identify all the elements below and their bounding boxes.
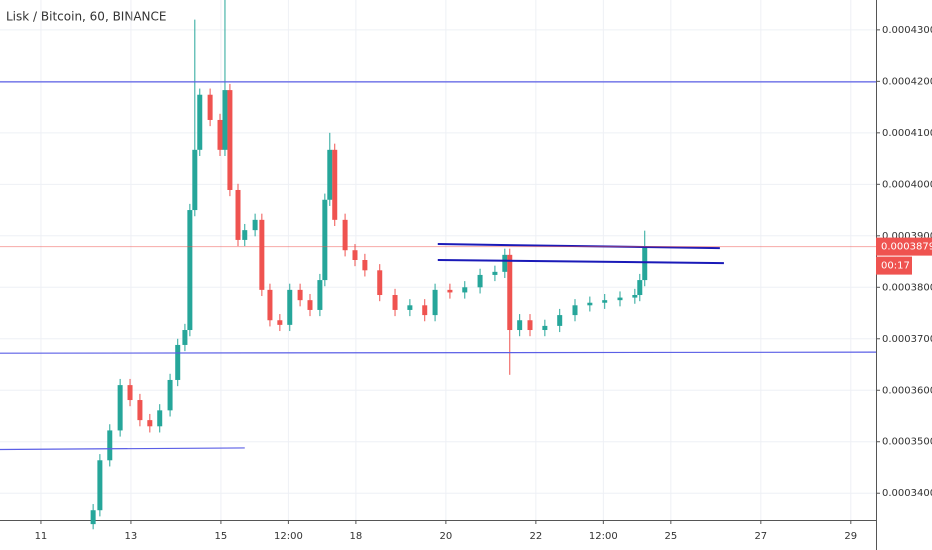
candle-body xyxy=(175,344,181,380)
candle-body xyxy=(317,280,323,310)
y-tick-label: 0.0003500 xyxy=(882,437,932,448)
candle-body xyxy=(632,295,638,298)
candle-body xyxy=(107,430,113,461)
candle-body xyxy=(187,210,193,331)
candle-body xyxy=(267,289,273,321)
x-tick-label: 12:00 xyxy=(274,531,303,542)
candle-body xyxy=(322,199,328,281)
candle-body xyxy=(492,271,498,275)
y-tick-label: 0.0003800 xyxy=(882,282,932,293)
x-tick-label: 27 xyxy=(754,531,767,542)
last-price-label: 0.0003879 xyxy=(881,242,932,253)
candle-body xyxy=(90,510,96,525)
candle-body xyxy=(462,287,468,293)
candle-body xyxy=(157,410,163,427)
candle-body xyxy=(557,315,563,326)
candle-body xyxy=(422,305,428,316)
x-tick-label: 15 xyxy=(215,531,228,542)
candle-body xyxy=(527,320,533,331)
candle-body xyxy=(637,280,643,296)
candle-body xyxy=(287,289,293,325)
candle-body xyxy=(377,270,383,296)
candle-body xyxy=(227,90,233,190)
y-tick-label: 0.0003600 xyxy=(882,385,932,396)
x-tick-label: 13 xyxy=(125,531,138,542)
candle-body xyxy=(137,400,143,421)
candle-body xyxy=(502,254,508,272)
candle-body xyxy=(407,305,413,310)
trend-line xyxy=(0,447,245,451)
y-tick-label: 0.0003900 xyxy=(882,231,932,242)
y-tick-label: 0.0003400 xyxy=(882,488,932,499)
x-tick-label: 22 xyxy=(529,531,542,542)
chart-title: Lisk / Bitcoin, 60, BINANCE xyxy=(6,10,166,24)
candle-body xyxy=(392,295,398,310)
x-tick-label: 25 xyxy=(664,531,677,542)
countdown-box xyxy=(876,256,912,275)
y-tick-label: 0.0004300 xyxy=(882,25,932,36)
y-tick-label: 0.0004200 xyxy=(882,76,932,87)
candle-body xyxy=(572,305,578,316)
candle-body xyxy=(642,246,648,281)
candle-body xyxy=(507,254,513,331)
candle-body xyxy=(217,119,223,150)
candle-body xyxy=(259,219,265,290)
trend-line xyxy=(437,259,724,265)
candle-body xyxy=(327,149,333,200)
candle-body xyxy=(252,219,258,231)
candle-body xyxy=(332,149,338,220)
candle-body xyxy=(127,385,133,401)
candle-body xyxy=(602,300,608,303)
candle-body xyxy=(617,297,623,301)
candle-body xyxy=(277,320,283,325)
candle-body xyxy=(197,94,203,150)
x-tick-label: 11 xyxy=(35,531,48,542)
candle-body xyxy=(297,289,303,301)
candle-body xyxy=(517,320,523,331)
candle-body xyxy=(587,302,593,306)
trend-line xyxy=(437,243,720,250)
candle-body xyxy=(235,189,241,240)
candle-body xyxy=(182,330,188,345)
candle-body xyxy=(207,94,213,120)
candle-body xyxy=(352,250,358,260)
candle-body xyxy=(477,274,483,288)
x-tick-label: 20 xyxy=(440,531,453,542)
y-tick-label: 0.0004100 xyxy=(882,128,932,139)
countdown-label: 00:17 xyxy=(881,261,910,272)
candle-body xyxy=(362,260,368,271)
y-tick-label: 0.0004000 xyxy=(882,179,932,190)
candle-body xyxy=(147,420,153,427)
candle-body xyxy=(447,289,453,293)
candle-body xyxy=(97,460,103,511)
candle-body xyxy=(222,90,228,150)
candle-body xyxy=(167,379,173,411)
x-tick-label: 12:00 xyxy=(589,531,618,542)
y-tick-label: 0.0003700 xyxy=(882,334,932,345)
candle-body xyxy=(307,300,313,310)
trend-line xyxy=(0,351,877,354)
x-tick-label: 18 xyxy=(350,531,363,542)
candle-body xyxy=(117,385,123,431)
candle-body xyxy=(242,230,248,240)
candle-body xyxy=(432,289,438,316)
candle-body xyxy=(342,219,348,251)
last-price-box xyxy=(876,237,932,256)
candle-body xyxy=(542,325,548,331)
x-tick-label: 29 xyxy=(844,531,857,542)
candle-body xyxy=(192,149,198,211)
